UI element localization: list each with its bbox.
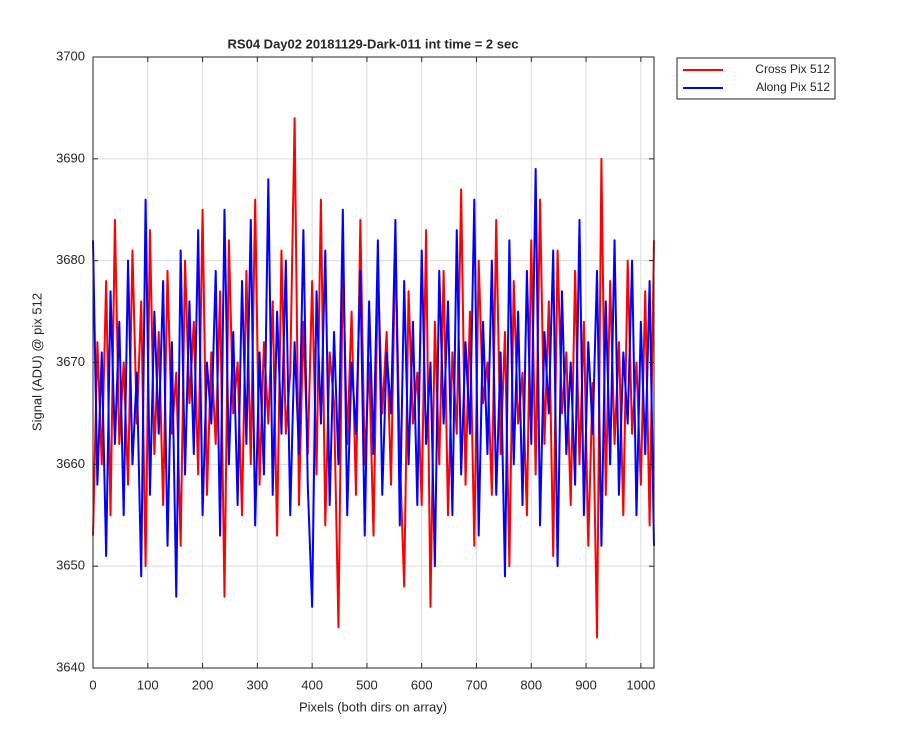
y-tick-label: 3700 <box>56 48 85 63</box>
x-tick-label: 500 <box>356 677 378 692</box>
x-tick-label: 1000 <box>626 677 655 692</box>
x-tick-label: 700 <box>466 677 488 692</box>
legend: Cross Pix 512 Along Pix 512 <box>676 57 836 100</box>
y-tick-label: 3690 <box>56 150 85 165</box>
x-tick-label: 0 <box>89 677 96 692</box>
legend-label: Along Pix 512 <box>756 80 830 94</box>
x-tick-label: 100 <box>137 677 159 692</box>
legend-box <box>676 57 836 100</box>
legend-label: Cross Pix 512 <box>755 62 830 76</box>
series-line <box>92 168 655 608</box>
x-tick-label: 300 <box>247 677 269 692</box>
x-tick-label: 200 <box>192 677 214 692</box>
x-axis-label: Pixels (both dirs on array) <box>299 699 447 714</box>
x-tick-label: 900 <box>575 677 597 692</box>
y-tick-label: 3650 <box>56 558 85 573</box>
y-tick-label: 3670 <box>56 354 85 369</box>
chart-title: RS04 Day02 20181129-Dark-011 int time = … <box>228 36 519 51</box>
x-tick-label: 400 <box>301 677 323 692</box>
y-tick-label: 3660 <box>56 456 85 471</box>
lines <box>92 117 655 639</box>
y-axis-label: Signal (ADU) @ pix 512 <box>29 293 44 431</box>
x-tick-label: 600 <box>411 677 433 692</box>
ticks: 0 100 200 300 400 500 600 700 800 900 1000 3640 3650… <box>56 48 655 692</box>
y-tick-label: 3640 <box>56 659 85 674</box>
y-tick-label: 3680 <box>56 252 85 267</box>
x-tick-label: 800 <box>520 677 542 692</box>
